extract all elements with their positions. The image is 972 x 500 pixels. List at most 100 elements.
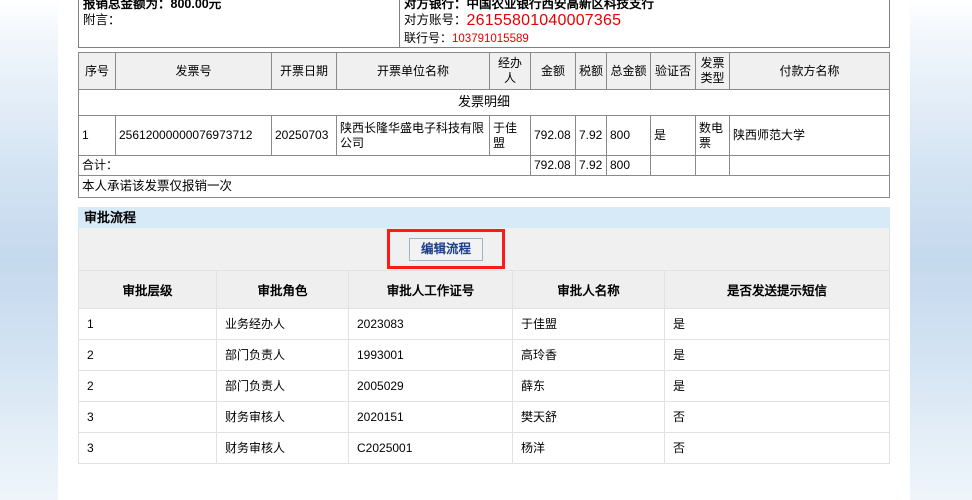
invoice-section-title: 发票明细: [78, 89, 890, 116]
bank-code-row: 联行号：103791015589: [404, 29, 529, 46]
payment-info-right-cell: 对方银行：中国农业银行西安高新区科技支行 对方账号：26155801040007…: [400, 0, 889, 47]
col-header-seq: 序号: [78, 52, 116, 90]
bank-code-value: 103791015589: [452, 33, 529, 45]
col-header-issuer: 开票单位名称: [336, 52, 490, 90]
col-header-total: 总金额: [606, 52, 651, 90]
promise-text: 本人承诺该发票仅报销一次: [78, 175, 890, 198]
cell-level: 3: [78, 401, 217, 433]
table-row: 2 部门负责人 2005029 薛东 是: [78, 370, 890, 402]
cell-staff-id: 2020151: [348, 401, 513, 433]
cell-verified: 是: [650, 115, 696, 156]
approval-section-title: 审批流程: [78, 207, 890, 228]
cell-name: 杨洋: [512, 432, 665, 464]
cell-role: 财务审核人: [216, 401, 349, 433]
col-header-verified: 验证否: [650, 52, 696, 90]
edit-flow-highlight-box: [387, 229, 505, 269]
cell-role: 财务审核人: [216, 432, 349, 464]
invoice-table-head: 序号 发票号 开票日期 开票单位名称 经办人 金额 税额 总金额 验证否 发票类…: [78, 52, 890, 90]
edit-flow-button[interactable]: 编辑流程: [409, 238, 483, 261]
cell-level: 2: [78, 339, 217, 371]
payment-info-left-cell: 报销总金额为：800.00元 附言：: [79, 0, 400, 47]
col-header-name: 审批人名称: [512, 271, 665, 309]
page-background-strip-right: [910, 0, 972, 500]
cell-name: 于佳盟: [512, 308, 665, 340]
total-label: 合计：: [78, 155, 531, 176]
cell-staff-id: C2025001: [348, 432, 513, 464]
invoice-promise-row: 本人承诺该发票仅报销一次: [78, 175, 890, 198]
cell-issuer: 陕西长隆华盛电子科技有限公司: [336, 115, 490, 156]
cell-amount: 792.08: [530, 115, 576, 156]
cell-staff-id: 2005029: [348, 370, 513, 402]
invoice-detail-section: 发票明细 序号 发票号 开票日期 开票单位名称 经办人 金额 税额 总金额 验证…: [78, 52, 890, 198]
cell-handler: 于佳盟: [489, 115, 531, 156]
cell-role: 部门负责人: [216, 370, 349, 402]
counterparty-account-value: 26155801040007365: [466, 12, 622, 29]
remark-label: 附言：: [83, 13, 121, 27]
col-header-sms: 是否发送提示短信: [664, 271, 890, 309]
cell-staff-id: 2023083: [348, 308, 513, 340]
counterparty-account-label: 对方账号：: [404, 13, 467, 27]
total-blank-payer: [729, 155, 890, 176]
reimburse-total-text: 报销总金额为：800.00元: [83, 0, 222, 11]
total-tax: 7.92: [575, 155, 607, 176]
col-header-handler: 经办人: [489, 52, 531, 90]
cell-name: 樊天舒: [512, 401, 665, 433]
invoice-header-row: 序号 发票号 开票日期 开票单位名称 经办人 金额 税额 总金额 验证否 发票类…: [78, 52, 890, 90]
cell-invoice-no: 25612000000076973712: [115, 115, 272, 156]
table-row: 1 业务经办人 2023083 于佳盟 是: [78, 308, 890, 340]
page-background-strip-left: [0, 0, 58, 500]
main-content: 报销总金额为：800.00元 附言： 对方银行：中国农业银行西安高新区科技支行 …: [58, 0, 910, 500]
invoice-total-row: 合计： 792.08 7.92 800: [78, 155, 890, 176]
cell-role: 部门负责人: [216, 339, 349, 371]
col-header-invoice-no: 发票号: [115, 52, 272, 90]
col-header-amount: 金额: [530, 52, 576, 90]
invoice-title-row: 发票明细: [78, 89, 890, 116]
cell-sms: 否: [664, 401, 890, 433]
cell-sms: 是: [664, 308, 890, 340]
cell-seq: 1: [78, 115, 116, 156]
cell-tax: 7.92: [575, 115, 607, 156]
cell-role: 业务经办人: [216, 308, 349, 340]
approval-table-body: 1 业务经办人 2023083 于佳盟 是 2 部门负责人 1993001 高玲…: [78, 308, 890, 464]
approval-toolbar: 编辑流程: [78, 228, 890, 271]
cell-sms: 是: [664, 370, 890, 402]
cell-level: 2: [78, 370, 217, 402]
cell-level: 1: [78, 308, 217, 340]
cell-name: 高玲香: [512, 339, 665, 371]
col-header-payer: 付款方名称: [729, 52, 890, 90]
total-amount: 792.08: [530, 155, 576, 176]
col-header-invoice-type: 发票类型: [695, 52, 730, 90]
cell-total: 800: [606, 115, 651, 156]
total-blank-verified: [650, 155, 696, 176]
cell-sms: 否: [664, 432, 890, 464]
invoice-table-body: 1 25612000000076973712 20250703 陕西长隆华盛电子…: [78, 115, 890, 198]
col-header-staff-id: 审批人工作证号: [348, 271, 513, 309]
table-row: 3 财务审核人 C2025001 杨洋 否: [78, 432, 890, 464]
total-total: 800: [606, 155, 651, 176]
payment-info-block: 报销总金额为：800.00元 附言： 对方银行：中国农业银行西安高新区科技支行 …: [78, 0, 890, 48]
cell-sms: 是: [664, 339, 890, 371]
cell-payer: 陕西师范大学: [729, 115, 890, 156]
counterparty-account-row: 对方账号：26155801040007365: [404, 9, 621, 30]
table-row: 1 25612000000076973712 20250703 陕西长隆华盛电子…: [78, 115, 890, 156]
table-row: 3 财务审核人 2020151 樊天舒 否: [78, 401, 890, 433]
cell-invoice-date: 20250703: [271, 115, 337, 156]
counterparty-bank-text: 对方银行：中国农业银行西安高新区科技支行: [404, 0, 655, 11]
col-header-role: 审批角色: [216, 271, 349, 309]
cell-level: 3: [78, 432, 217, 464]
col-header-level: 审批层级: [78, 271, 217, 309]
approval-header-row: 审批层级 审批角色 审批人工作证号 审批人名称 是否发送提示短信: [78, 271, 890, 309]
cell-invoice-type: 数电票: [695, 115, 730, 156]
col-header-invoice-date: 开票日期: [271, 52, 337, 90]
approval-flow-section: 审批流程 编辑流程 审批层级 审批角色 审批人工作证号: [78, 207, 890, 464]
cell-staff-id: 1993001: [348, 339, 513, 371]
bank-code-label: 联行号：: [404, 31, 453, 45]
table-row: 2 部门负责人 1993001 高玲香 是: [78, 339, 890, 371]
cell-name: 薛东: [512, 370, 665, 402]
total-blank-invoice-type: [695, 155, 730, 176]
approval-flow-table: 审批层级 审批角色 审批人工作证号 审批人名称 是否发送提示短信 1 业务经办人…: [78, 271, 890, 464]
approval-table-head: 审批层级 审批角色 审批人工作证号 审批人名称 是否发送提示短信: [78, 271, 890, 309]
invoice-detail-table: 发票明细 序号 发票号 开票日期 开票单位名称 经办人 金额 税额 总金额 验证…: [78, 52, 890, 198]
col-header-tax: 税额: [575, 52, 607, 90]
